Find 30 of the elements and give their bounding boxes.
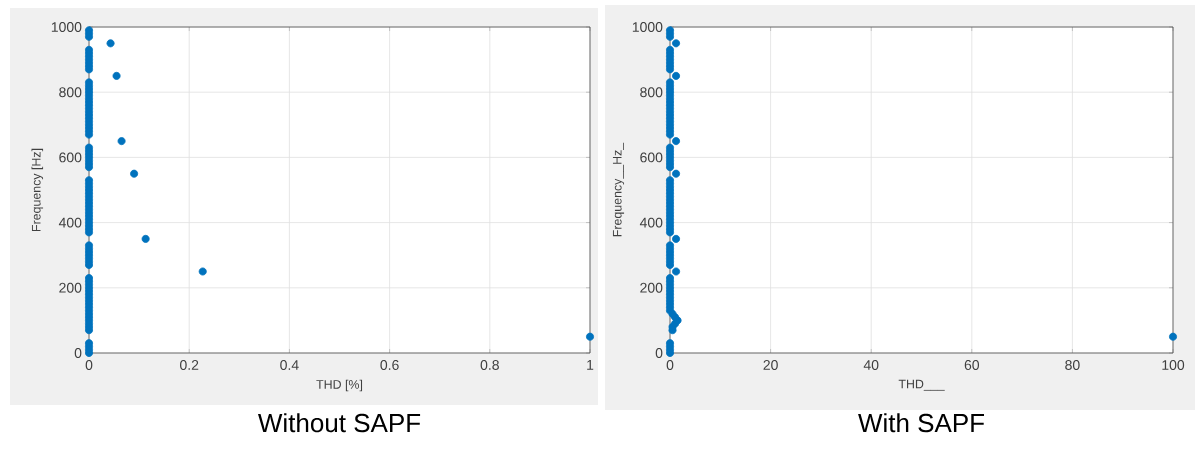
x-tick-label: 60 — [964, 360, 980, 370]
x-tick-label: 1 — [587, 360, 594, 370]
text: Without SAPF — [258, 413, 421, 433]
y-tick-label: 800 — [640, 87, 663, 98]
y-tick-label: 800 — [59, 87, 82, 98]
y-tick-label: 600 — [59, 152, 82, 163]
x-tick-label: 0 — [85, 360, 93, 370]
x-tick-label: 0.4 — [280, 360, 299, 370]
x-tick-label: 100 — [1162, 360, 1185, 370]
y-tick-label: 200 — [59, 282, 82, 293]
x-tick-label: 20 — [763, 360, 778, 370]
x-tick-label: 0.2 — [180, 360, 199, 370]
y-tick-label: 200 — [640, 282, 663, 293]
text: With SAPF — [858, 413, 985, 433]
x-axis-title: THD___ — [898, 379, 945, 391]
y-tick-label: 1000 — [51, 22, 82, 32]
y-tick-label: 400 — [58, 217, 82, 228]
x-tick-label: 0.6 — [380, 360, 399, 370]
x-tick-label: 80 — [1065, 360, 1080, 370]
x-tick-label: 0 — [666, 360, 674, 370]
y-tick-label: 0 — [74, 348, 82, 358]
x-tick-label: 40 — [863, 360, 879, 370]
x-tick-label: 0.8 — [480, 360, 499, 370]
y-axis-title: Frequency [Hz] — [31, 148, 44, 232]
y-tick-label: 0 — [655, 348, 663, 358]
x-axis-title: THD [%] — [316, 379, 363, 392]
y-tick-label: 600 — [640, 152, 663, 163]
y-tick-label: 400 — [639, 217, 663, 228]
y-tick-label: 1000 — [632, 22, 663, 32]
y-axis-title: Frequency__Hz_ — [612, 142, 625, 237]
